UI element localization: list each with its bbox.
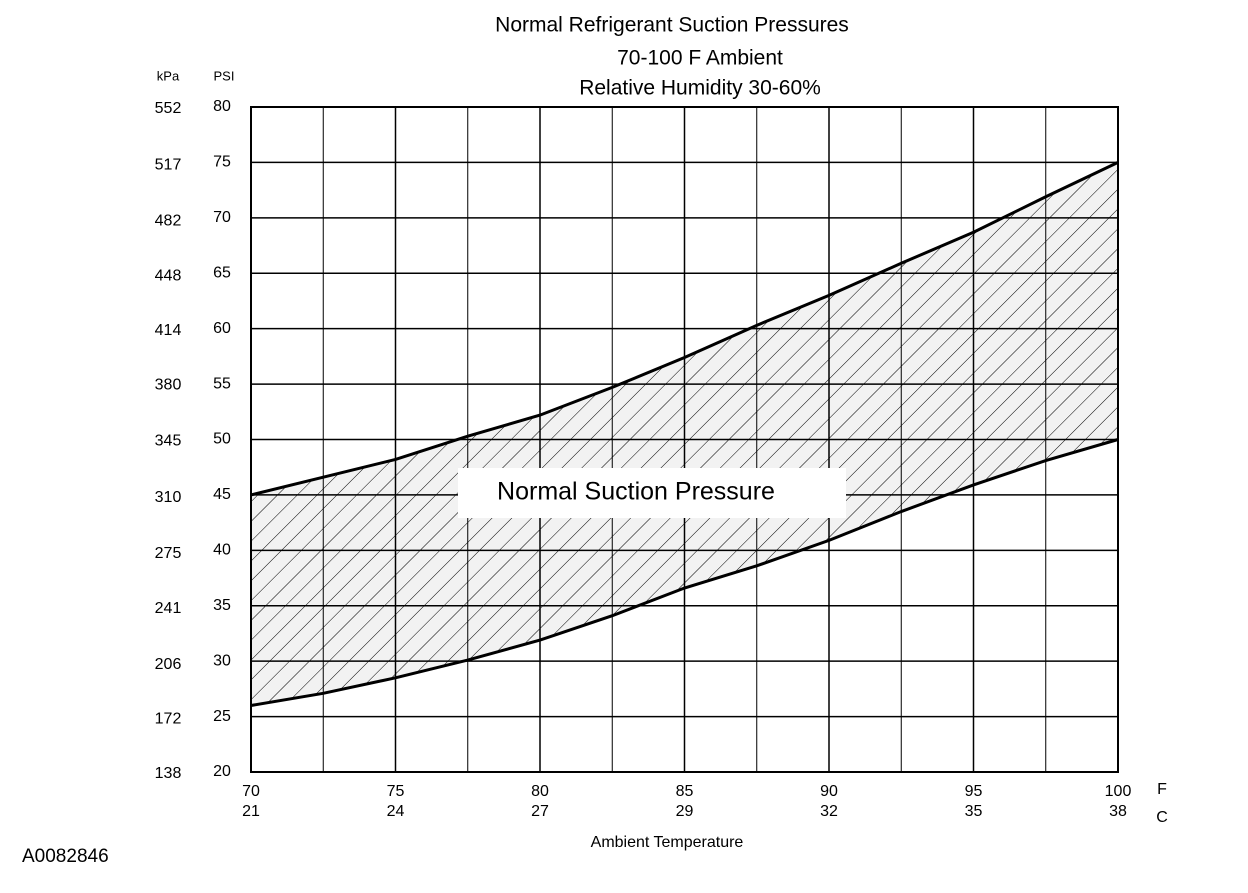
x-tick-label: 80: [531, 783, 549, 800]
y2-tick-label: 448: [155, 267, 182, 284]
y2-tick-label: 345: [155, 433, 182, 450]
x2-unit: C: [1156, 809, 1168, 826]
y-tick-label: 50: [213, 431, 231, 448]
x-tick-label: 100: [1105, 783, 1132, 800]
y2-tick-label: 241: [155, 600, 182, 617]
x-tick-label: 70: [242, 783, 260, 800]
x2-tick-label: 38: [1109, 803, 1127, 820]
y2-tick-label: 138: [155, 765, 182, 782]
y2-tick-label: 380: [155, 376, 182, 393]
y-axis-title: PSI: [214, 68, 235, 83]
y2-tick-label: 172: [155, 711, 182, 728]
x2-tick-label: 27: [531, 803, 549, 820]
annotation: Normal Suction Pressure: [497, 478, 775, 506]
y2-tick-label: 552: [155, 100, 182, 117]
x2-tick-label: 32: [820, 803, 838, 820]
y-tick-label: 55: [213, 375, 231, 392]
x-tick-label: 95: [965, 783, 983, 800]
y-tick-label: 80: [213, 98, 231, 115]
y-tick-label: 35: [213, 597, 231, 614]
y-tick-label: 25: [213, 708, 231, 725]
figure-id: A0082846: [22, 846, 109, 867]
chart-title: Normal Refrigerant Suction Pressures: [495, 14, 849, 37]
y-tick-label: 60: [213, 320, 231, 337]
y2-tick-label: 517: [155, 156, 182, 173]
x-tick-label: 90: [820, 783, 838, 800]
y2-axis-title: kPa: [157, 68, 180, 83]
y-tick-label: 70: [213, 209, 231, 226]
y2-tick-label: 206: [155, 656, 182, 673]
x-axis-title: Ambient Temperature: [591, 834, 744, 851]
band-edge: [250, 161, 1119, 497]
x2-tick-label: 21: [242, 803, 260, 820]
band-edge: [250, 438, 1119, 707]
y-tick-label: 45: [213, 486, 231, 503]
y2-tick-label: 310: [155, 489, 182, 506]
x2-tick-label: 29: [676, 803, 694, 820]
annotation-box: [458, 468, 846, 518]
chart-subtitle: Relative Humidity 30-60%: [579, 77, 821, 100]
x-tick-label: 85: [676, 783, 694, 800]
x2-tick-label: 24: [387, 803, 405, 820]
x2-tick-label: 35: [965, 803, 983, 820]
y-tick-label: 75: [213, 154, 231, 171]
y2-tick-label: 482: [155, 213, 182, 230]
x-tick-label: 75: [387, 783, 405, 800]
chart-subtitle: 70-100 F Ambient: [617, 47, 783, 70]
y-tick-label: 20: [213, 763, 231, 780]
x-unit: F: [1157, 781, 1167, 798]
y2-tick-label: 275: [155, 545, 182, 562]
y-tick-label: 30: [213, 652, 231, 669]
y-tick-label: 40: [213, 542, 231, 559]
plot-frame: [250, 106, 1119, 773]
y2-tick-label: 414: [155, 322, 182, 339]
y-tick-label: 65: [213, 264, 231, 281]
